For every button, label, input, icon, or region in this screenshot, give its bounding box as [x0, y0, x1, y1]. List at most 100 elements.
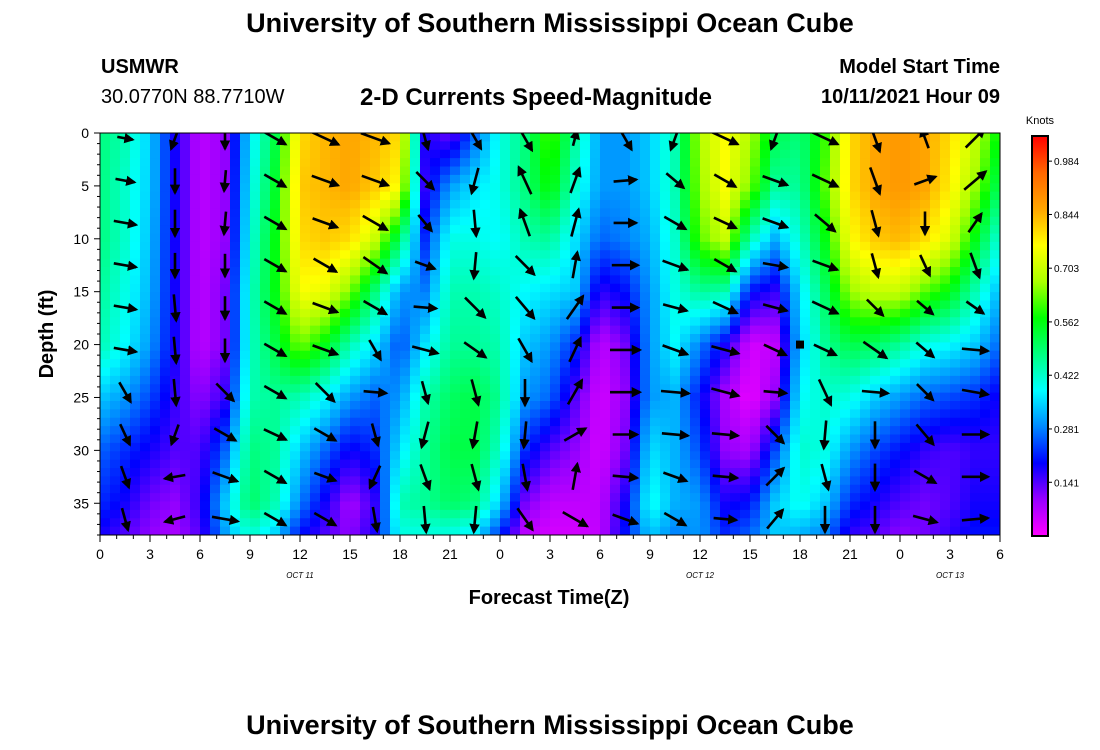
heat-cell	[360, 375, 371, 385]
heat-cell	[170, 451, 181, 461]
heat-cell	[750, 426, 761, 436]
heat-cell	[960, 149, 971, 159]
heat-cell	[200, 216, 211, 226]
heat-cell	[310, 350, 321, 360]
heat-cell	[920, 375, 931, 385]
heat-cell	[900, 174, 911, 184]
heat-cell	[450, 183, 461, 193]
current-vector	[362, 214, 390, 232]
heat-cell	[350, 233, 361, 243]
heat-cell	[100, 493, 111, 503]
heat-cell	[470, 300, 481, 310]
x-tick-label: 3	[946, 546, 954, 562]
heat-cell	[340, 233, 351, 243]
heat-cell	[280, 409, 291, 419]
heat-cell	[310, 451, 321, 461]
heat-cell	[940, 275, 951, 285]
heat-cell	[450, 275, 461, 285]
heat-cell	[940, 334, 951, 343]
heat-cell	[360, 267, 371, 276]
heat-cell	[240, 409, 251, 419]
heat-cell	[920, 183, 931, 193]
heat-cell	[890, 409, 901, 419]
heat-cell	[480, 384, 491, 394]
heat-cell	[590, 275, 601, 285]
heat-cell	[590, 350, 601, 360]
heat-cell	[940, 233, 951, 243]
heat-cell	[320, 225, 331, 235]
heat-cell	[600, 459, 611, 469]
heat-cell	[310, 225, 321, 235]
heat-cell	[890, 342, 901, 352]
heat-cell	[930, 509, 941, 519]
heat-cell	[570, 141, 581, 151]
heat-cell	[790, 509, 801, 519]
heat-cell	[360, 526, 371, 535]
current-vector	[862, 340, 889, 360]
heat-cell	[890, 459, 901, 469]
heat-cell	[360, 434, 371, 444]
heat-cell	[800, 384, 811, 394]
heat-cell	[600, 241, 611, 251]
heat-cell	[820, 250, 831, 260]
heat-cell	[810, 526, 821, 535]
heat-cell	[670, 476, 681, 486]
heat-cell	[400, 258, 411, 268]
heat-cell	[130, 509, 141, 519]
heat-cell	[540, 133, 551, 142]
heat-cell	[490, 233, 501, 243]
heat-cell	[460, 141, 471, 151]
heat-cell	[140, 375, 151, 385]
current-vector	[119, 423, 131, 447]
heat-cell	[960, 434, 971, 444]
heat-cell	[570, 233, 581, 243]
heat-cell	[610, 359, 621, 369]
heat-cell	[230, 250, 241, 260]
heat-cell	[430, 359, 441, 369]
heat-cell	[370, 334, 381, 343]
heat-cell	[350, 350, 361, 360]
heat-cell	[310, 233, 321, 243]
heat-cell	[830, 208, 841, 218]
heat-cell	[550, 459, 561, 469]
heat-cell	[760, 384, 771, 394]
heat-cell	[910, 208, 921, 218]
heat-cell	[900, 526, 911, 535]
heat-cell	[630, 367, 641, 377]
heat-cell	[780, 426, 791, 436]
heat-cell	[360, 317, 371, 327]
heat-cell	[320, 158, 331, 168]
heat-cell	[410, 451, 421, 461]
heat-cell	[110, 283, 121, 293]
heat-cell	[850, 451, 861, 461]
heat-cell	[200, 174, 211, 184]
current-vector	[663, 511, 688, 527]
heat-cell	[960, 308, 971, 318]
heat-cell	[620, 283, 631, 293]
heat-cell	[540, 292, 551, 302]
heat-cell	[430, 250, 441, 260]
heat-cell	[510, 375, 521, 385]
heat-cell	[750, 308, 761, 318]
heat-cell	[890, 149, 901, 159]
heat-cell	[850, 208, 861, 218]
heat-cell	[840, 442, 851, 452]
heat-cell	[800, 476, 811, 486]
heat-cell	[750, 509, 761, 519]
heat-cell	[740, 200, 751, 209]
heat-cell	[810, 509, 821, 519]
heat-cell	[500, 216, 511, 226]
heat-cell	[320, 258, 331, 268]
heat-cell	[380, 342, 391, 352]
heat-cell	[400, 484, 411, 494]
heat-cell	[150, 283, 161, 293]
heat-cell	[510, 158, 521, 168]
heat-cell	[980, 158, 991, 168]
heat-cell	[260, 526, 271, 535]
heat-cell	[760, 350, 771, 360]
heat-cell	[990, 375, 1000, 385]
heat-cell	[510, 166, 521, 176]
heat-cell	[840, 359, 851, 369]
heat-cell	[230, 225, 241, 235]
heat-cell	[110, 375, 121, 385]
